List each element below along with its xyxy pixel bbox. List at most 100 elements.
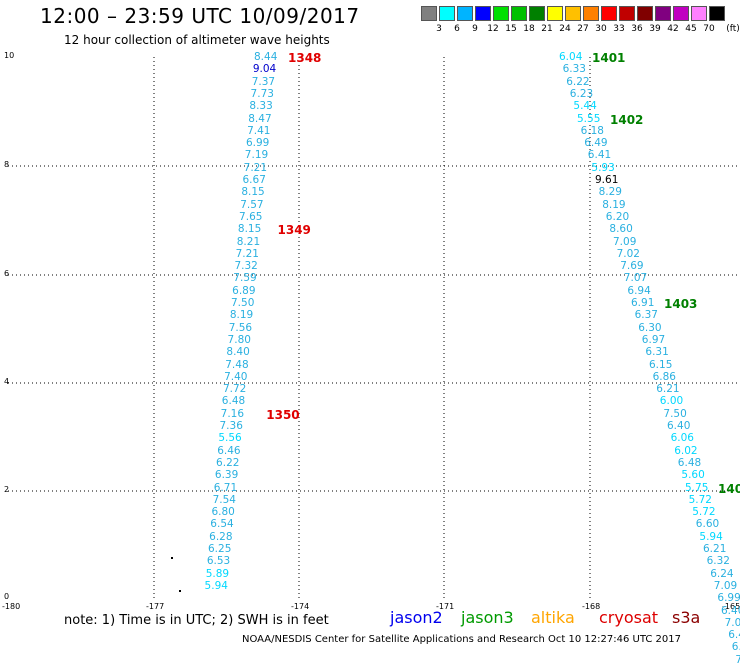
x-tick-label: -165 [722,602,740,611]
satellite-s3a: s3a [672,608,701,627]
legend-swatch [691,6,707,21]
track2-swh-value: 6.4 [728,629,740,642]
x-tick-label: -174 [291,602,310,611]
track2-pass-label: 1402 [610,112,644,127]
track2-swh-value: 7.00 [724,616,740,629]
track1-swh-value: 7.19 [244,149,269,162]
map-subtitle: 12 hour collection of altimeter wave hei… [64,33,330,47]
track1-swh-value: 7.54 [212,493,236,506]
track2-swh-value: 6.48 [677,456,702,469]
track1-pass-label: 1349 [277,223,311,238]
x-tick-label: -171 [436,602,455,611]
track1-swh-value: 5.89 [205,567,230,580]
satellite-jason2: jason2 [390,608,443,627]
track1-swh-value: 7.50 [231,297,255,309]
footer-credit: NOAA/NESDIS Center for Satellite Applica… [242,634,681,645]
track1-swh-value: 8.15 [241,186,265,199]
track2-swh-value: 7.50 [663,407,687,420]
legend-swatch [529,6,545,21]
legend-label: 45 [685,24,697,34]
track1-swh-value: 5.56 [218,432,242,445]
color-scale-legend: 3 6 9 12 15 18 21 24 27 30 33 36 39 42 45 70 (ft) [421,4,740,38]
track1-swh-value: 7.21 [243,161,268,174]
legend-label: 30 [595,24,607,34]
track1-swh-value: 7.37 [251,75,276,88]
map-title: 12:00 – 23:59 UTC 10/09/2017 [40,4,360,28]
track2-swh-value: 6.06 [670,432,694,445]
satellite-jason3: jason3 [461,608,514,627]
y-tick-label: 4 [4,377,10,386]
legend-swatch [637,6,653,21]
legend-label: 39 [649,24,661,34]
track2-swh-value: 6.18 [580,124,604,137]
legend-label: 3 [436,24,442,34]
track2-swh-value: 5.72 [692,506,716,519]
legend-swatch [583,6,599,21]
legend-unit: (ft) [726,24,740,34]
legend-label: 70 [703,24,715,34]
track1-swh-value: 7.32 [234,260,258,273]
y-tick-label: 2 [4,485,10,494]
legend-swatch [709,6,725,21]
y-tick-label: 8 [4,160,10,169]
track1-swh-value: 6.89 [232,284,256,297]
legend-swatch [547,6,563,21]
legend-swatch [457,6,473,21]
legend-swatch [601,6,617,21]
legend-label: 18 [523,24,535,34]
track2-swh-value: 6.99 [717,592,740,605]
track2-swh-value: 7.69 [620,260,644,273]
track2-swh-value: 6.21 [656,383,680,396]
track1-swh-value: 9.04 [252,63,277,76]
track1-swh-value: 8.40 [226,346,250,359]
legend-label: 24 [559,24,571,34]
legend-swatch [619,6,635,21]
track1-swh-value: 8.33 [249,100,273,113]
track1-pass-label: 1350 [266,407,300,422]
track2-swh-value: 5.72 [688,493,712,506]
track2-swh-value: 5.93 [591,161,615,174]
track2-swh-value: 6.1 [731,641,740,654]
observation-dot [171,557,173,559]
track1-swh-value: 8.44 [254,51,278,63]
x-tick-label: -168 [582,602,601,611]
track2-swh-value: 5.60 [681,469,705,482]
track2-swh-value: 7.07 [623,272,648,285]
track1-swh-value: 6.54 [210,518,234,531]
track2-pass-label: 140 [718,481,740,496]
track2-swh-value: 6.24 [710,567,734,580]
track2-swh-value: 6.04 [559,51,583,63]
track2-swh-value: 6.22 [566,75,590,88]
track2-swh-value: 7.09 [713,579,738,592]
track1-swh-value: 7.73 [250,87,274,100]
track1-swh-value: 6.28 [209,530,233,543]
x-tick-label: -180 [2,602,21,611]
track1-swh-value: 7.48 [225,358,249,371]
track2-swh-value: 6.23 [569,87,594,100]
track1-swh-value: 7.56 [228,321,253,334]
track1-swh-value: 6.46 [217,444,241,457]
track2-swh-value: 6.32 [706,555,730,568]
legend-label: 6 [454,24,460,34]
track2-swh-value: 6.86 [652,370,676,383]
track1-swh-value: 7.65 [239,210,263,223]
legend-label: 27 [577,24,589,34]
y-tick-label: 0 [4,592,10,601]
track1-swh-value: 6.71 [213,481,238,494]
track1-swh-value: 5.94 [204,579,228,592]
track1-swh-value: 8.21 [236,235,261,248]
track1-swh-value: 6.53 [206,555,231,568]
track1-swh-value: 8.47 [248,112,272,125]
track2-swh-value: 9.61 [595,174,619,186]
track2-swh-value: 5.55 [577,112,601,125]
track2-swh-value: 5.75 [685,481,709,494]
track1-swh-value: 6.80 [211,506,235,519]
track1-swh-value: 6.48 [221,395,246,408]
legend-label: 33 [613,24,625,34]
track2-swh-value: 6.15 [649,358,673,371]
x-tick-label: -177 [146,602,165,611]
legend-label: 42 [667,24,679,34]
track2-swh-value: 6.91 [631,297,655,309]
legend-swatch [673,6,689,21]
track2-swh-value: 5.44 [573,100,597,113]
